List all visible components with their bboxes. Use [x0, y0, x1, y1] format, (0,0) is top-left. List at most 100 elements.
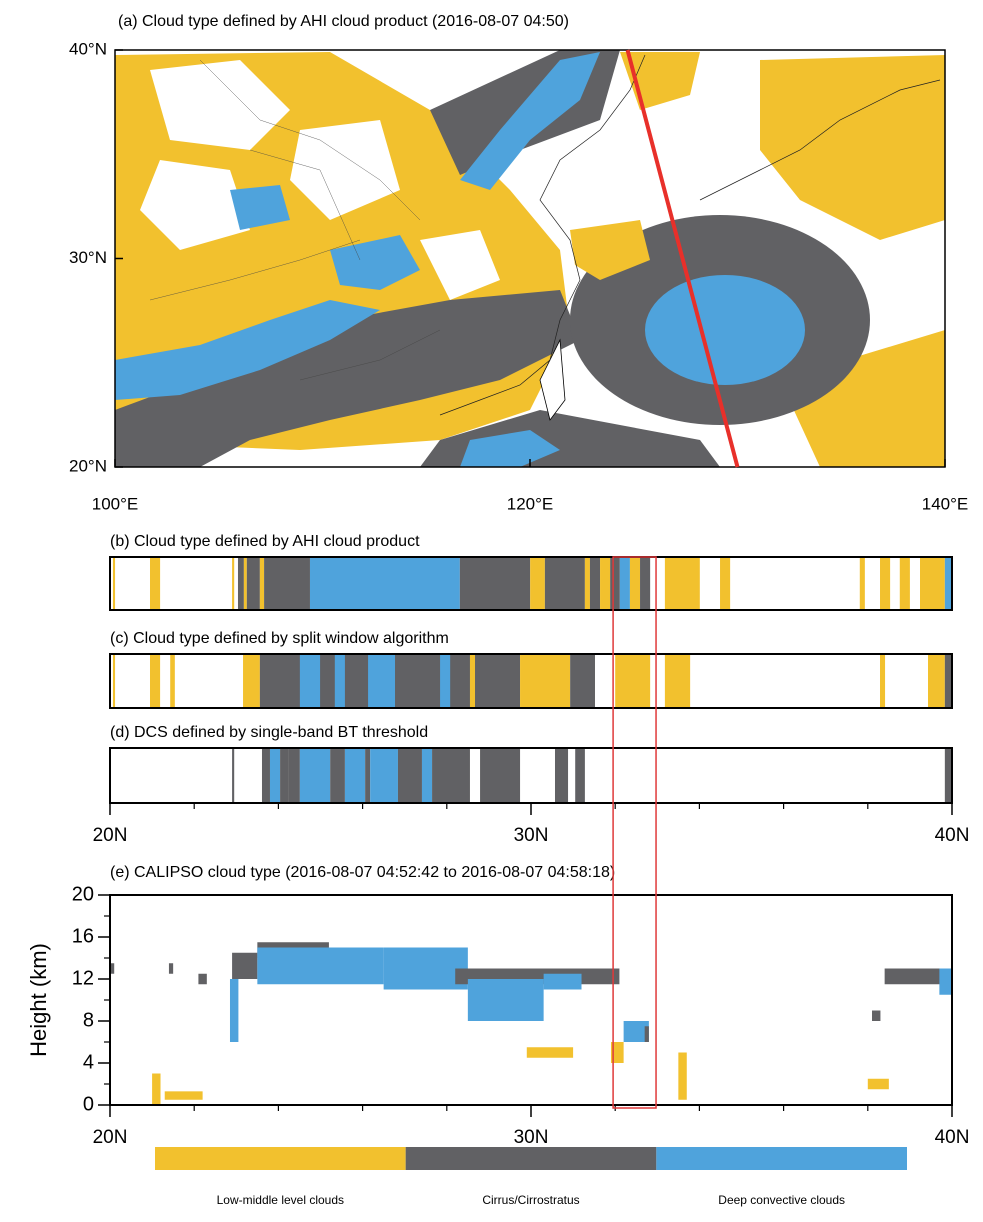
x-tick-label: 20N	[93, 825, 128, 846]
cloud-patch	[383, 947, 468, 990]
cloud-patch	[152, 1073, 161, 1105]
cloud-segment	[928, 654, 945, 708]
panel-title: (c) Cloud type defined by split window a…	[110, 630, 449, 647]
cloud-segment	[237, 557, 244, 610]
cloud-segment	[459, 557, 531, 610]
y-tick-label: 8	[83, 1009, 94, 1031]
cloud-imagery	[115, 50, 945, 467]
legend-swatch	[656, 1147, 907, 1170]
cloud-patch	[543, 973, 582, 990]
cloud-segment	[344, 748, 366, 803]
cloud-segment	[544, 557, 585, 610]
cloud-segment	[149, 557, 161, 610]
cloud-patch	[229, 979, 239, 1042]
cloud-segment	[615, 654, 651, 708]
panel-title: (e) CALIPSO cloud type (2016-08-07 04:52…	[110, 864, 615, 881]
cloud-segment	[112, 557, 116, 610]
cloud-patch	[678, 1052, 687, 1100]
cloud-segment	[299, 748, 331, 803]
cloud-patch	[939, 968, 952, 995]
legend-label: Low-middle level clouds	[217, 1193, 344, 1207]
cloud-segment	[170, 654, 175, 708]
cloud-segment	[368, 654, 396, 708]
cloud-patch	[867, 1078, 889, 1090]
cloud-segment	[570, 654, 595, 708]
legend-label: Deep convective clouds	[718, 1193, 845, 1207]
cloud-segment	[520, 654, 571, 708]
legend-swatch	[155, 1147, 406, 1170]
y-tick-label: 16	[72, 925, 94, 947]
cloud-segment	[575, 748, 585, 803]
x-tick-label: 140°E	[922, 494, 969, 513]
cloud-patch	[623, 1021, 649, 1042]
cloud-patch	[467, 979, 544, 1021]
cloud-segment	[261, 748, 270, 803]
cloud-segment	[440, 654, 451, 708]
cloud-segment	[243, 654, 260, 708]
cloud-segment	[299, 654, 321, 708]
panel-title: (d) DCS defined by single-band BT thresh…	[110, 724, 428, 741]
cloud-segment	[232, 748, 235, 803]
x-tick-label: 30N	[514, 1127, 549, 1148]
cloud-segment	[944, 654, 952, 708]
cloud-patch	[110, 963, 115, 974]
y-tick-label: 12	[72, 967, 94, 989]
cloud-segment	[246, 557, 260, 610]
cloud-patch	[164, 1091, 203, 1100]
y-tick-label: 0	[83, 1093, 94, 1115]
cloud-segment	[584, 557, 590, 610]
cloud-segment	[370, 748, 398, 803]
cloud-segment	[664, 557, 700, 610]
cloud-patch	[198, 973, 207, 985]
cloud-segment	[899, 557, 910, 610]
cloud-segment	[530, 557, 545, 610]
y-tick-label: 30°N	[69, 248, 107, 267]
x-tick-label: 30N	[514, 825, 549, 846]
cloud-segment	[944, 748, 952, 803]
cloud-patch	[168, 963, 174, 974]
cloud-segment	[397, 748, 422, 803]
cloud-segment	[629, 557, 641, 610]
y-axis-label: Height (km)	[26, 943, 51, 1057]
cloud-patch	[610, 1042, 624, 1063]
cloud-segment	[334, 654, 345, 708]
x-tick-label: 40N	[935, 1127, 970, 1148]
x-tick-label: 20N	[93, 1127, 128, 1148]
cloud-patch	[644, 1026, 649, 1042]
strip-frame	[109, 747, 953, 804]
highlight-box	[612, 556, 657, 1109]
panel-title: (b) Cloud type defined by AHI cloud prod…	[110, 533, 420, 550]
cloud-segment	[610, 557, 620, 610]
cloud-segment	[880, 557, 891, 610]
x-tick-label: 40N	[935, 825, 970, 846]
panel-title: (a) Cloud type defined by AHI cloud prod…	[118, 13, 569, 30]
cloud-segment	[280, 748, 289, 803]
x-tick-label: 120°E	[507, 494, 554, 513]
cloud-segment	[664, 654, 691, 708]
cloud-segment	[640, 557, 651, 610]
cloud-segment	[288, 748, 300, 803]
cloud-segment	[920, 557, 945, 610]
strip-frame	[109, 556, 953, 611]
x-tick-label: 100°E	[92, 494, 139, 513]
cloud-segment	[149, 654, 161, 708]
cloud-patch	[257, 947, 384, 985]
satellite-track	[625, 49, 740, 468]
cloud-segment	[264, 557, 310, 610]
cloud-segment	[259, 557, 265, 610]
cloud-segment	[365, 748, 371, 803]
cloud-segment	[432, 748, 470, 803]
cloud-segment	[859, 557, 865, 610]
cloud-patch	[884, 968, 952, 985]
cloud-segment	[112, 654, 116, 708]
cloud-segment	[600, 557, 611, 610]
legend-swatch	[405, 1147, 657, 1170]
y-tick-label: 4	[83, 1051, 94, 1073]
cloud-segment	[330, 748, 345, 803]
cloud-segment	[309, 557, 460, 610]
cloud-segment	[944, 557, 952, 610]
cloud-segment	[232, 557, 235, 610]
y-tick-label: 40°N	[69, 39, 107, 58]
cloud-segment	[619, 557, 630, 610]
